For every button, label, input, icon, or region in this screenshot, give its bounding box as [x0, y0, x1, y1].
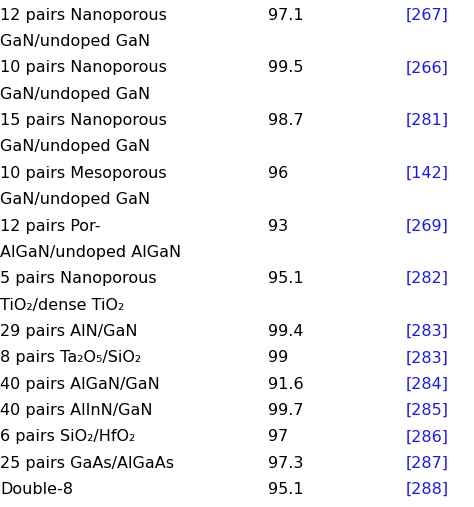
- Text: 10 pairs Nanoporous: 10 pairs Nanoporous: [0, 60, 167, 76]
- Text: 40 pairs AlGaN/GaN: 40 pairs AlGaN/GaN: [0, 377, 160, 392]
- Text: [142]: [142]: [405, 166, 448, 181]
- Text: 99: 99: [268, 350, 288, 366]
- Text: 10 pairs Mesoporous: 10 pairs Mesoporous: [0, 166, 167, 181]
- Text: 95.1: 95.1: [268, 271, 303, 286]
- Text: [288]: [288]: [405, 482, 448, 497]
- Text: 12 pairs Nanoporous: 12 pairs Nanoporous: [0, 8, 167, 23]
- Text: 99.7: 99.7: [268, 403, 303, 418]
- Text: GaN/undoped GaN: GaN/undoped GaN: [0, 34, 150, 49]
- Text: [284]: [284]: [405, 377, 448, 392]
- Text: AlGaN/undoped AlGaN: AlGaN/undoped AlGaN: [0, 245, 181, 260]
- Text: 29 pairs AlN/GaN: 29 pairs AlN/GaN: [0, 324, 137, 339]
- Text: 25 pairs GaAs/AlGaAs: 25 pairs GaAs/AlGaAs: [0, 456, 174, 471]
- Text: 91.6: 91.6: [268, 377, 303, 392]
- Text: 95.1: 95.1: [268, 482, 303, 497]
- Text: [285]: [285]: [405, 403, 448, 418]
- Text: 6 pairs SiO₂/HfO₂: 6 pairs SiO₂/HfO₂: [0, 429, 135, 445]
- Text: 97.3: 97.3: [268, 456, 303, 471]
- Text: GaN/undoped GaN: GaN/undoped GaN: [0, 192, 150, 207]
- Text: [286]: [286]: [405, 429, 448, 445]
- Text: 5 pairs Nanoporous: 5 pairs Nanoporous: [0, 271, 156, 286]
- Text: [269]: [269]: [405, 219, 448, 234]
- Text: GaN/undoped GaN: GaN/undoped GaN: [0, 139, 150, 155]
- Text: 12 pairs Por-: 12 pairs Por-: [0, 219, 100, 234]
- Text: TiO₂/dense TiO₂: TiO₂/dense TiO₂: [0, 298, 124, 313]
- Text: 96: 96: [268, 166, 288, 181]
- Text: 99.5: 99.5: [268, 60, 303, 76]
- Text: [282]: [282]: [405, 271, 448, 286]
- Text: GaN/undoped GaN: GaN/undoped GaN: [0, 87, 150, 102]
- Text: 97: 97: [268, 429, 288, 445]
- Text: 97.1: 97.1: [268, 8, 303, 23]
- Text: [266]: [266]: [405, 60, 448, 76]
- Text: [287]: [287]: [405, 456, 448, 471]
- Text: 93: 93: [268, 219, 288, 234]
- Text: 99.4: 99.4: [268, 324, 303, 339]
- Text: 15 pairs Nanoporous: 15 pairs Nanoporous: [0, 113, 167, 128]
- Text: [281]: [281]: [405, 113, 448, 128]
- Text: [283]: [283]: [405, 324, 448, 339]
- Text: [267]: [267]: [405, 8, 448, 23]
- Text: 40 pairs AlInN/GaN: 40 pairs AlInN/GaN: [0, 403, 153, 418]
- Text: 8 pairs Ta₂O₅/SiO₂: 8 pairs Ta₂O₅/SiO₂: [0, 350, 141, 366]
- Text: [283]: [283]: [405, 350, 448, 366]
- Text: Double-8: Double-8: [0, 482, 73, 497]
- Text: 98.7: 98.7: [268, 113, 303, 128]
